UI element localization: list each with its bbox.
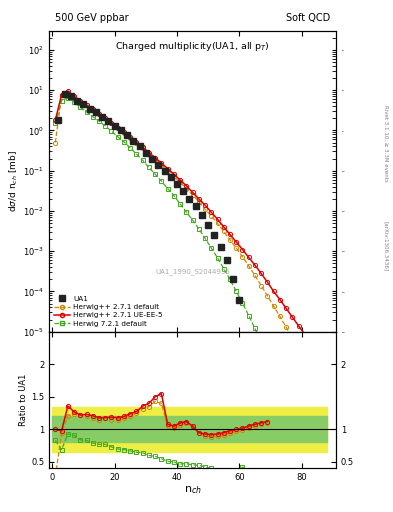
Text: Rivet 3.1.10, ≥ 3.3M events: Rivet 3.1.10, ≥ 3.3M events: [383, 105, 388, 182]
Y-axis label: d$\sigma$/d n$_{ch}$ [mb]: d$\sigma$/d n$_{ch}$ [mb]: [8, 150, 20, 212]
Text: Soft QCD: Soft QCD: [286, 13, 330, 23]
Text: Charged multiplicity(UA1, all p$_T$): Charged multiplicity(UA1, all p$_T$): [115, 40, 270, 53]
Y-axis label: Ratio to UA1: Ratio to UA1: [19, 374, 28, 426]
X-axis label: n$_{ch}$: n$_{ch}$: [184, 484, 202, 496]
Text: 500 GeV ppbar: 500 GeV ppbar: [55, 13, 129, 23]
Text: UA1_1990_S2044935: UA1_1990_S2044935: [155, 268, 230, 275]
Legend: UA1, Herwig++ 2.7.1 default, Herwig++ 2.7.1 UE-EE-5, Herwig 7.2.1 default: UA1, Herwig++ 2.7.1 default, Herwig++ 2.…: [53, 294, 164, 328]
Text: [arXiv:1306.3436]: [arXiv:1306.3436]: [383, 221, 388, 271]
